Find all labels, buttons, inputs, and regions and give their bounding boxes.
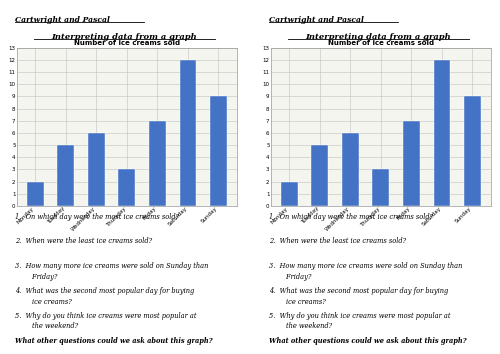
Bar	[281, 182, 297, 206]
Text: 1.  On which day were the most ice creams sold?: 1. On which day were the most ice creams…	[268, 213, 432, 221]
Bar	[210, 97, 227, 206]
Text: 4.  What was the second most popular day for buying
        ice creams?: 4. What was the second most popular day …	[14, 287, 194, 306]
Text: Cartwright and Pascal: Cartwright and Pascal	[14, 16, 110, 24]
Text: Cartwright and Pascal: Cartwright and Pascal	[268, 16, 364, 24]
Text: 1.  On which day were the most ice creams sold?: 1. On which day were the most ice creams…	[14, 213, 178, 221]
Bar	[180, 60, 196, 206]
Text: 3.  How many more ice creams were sold on Sunday than
        Friday?: 3. How many more ice creams were sold on…	[268, 262, 462, 281]
Text: 2.  When were the least ice creams sold?: 2. When were the least ice creams sold?	[268, 238, 406, 245]
Bar	[342, 133, 359, 206]
Title: Number of ice creams sold: Number of ice creams sold	[328, 40, 434, 46]
Bar	[312, 145, 328, 206]
Text: Interpreting data from a graph: Interpreting data from a graph	[52, 33, 198, 41]
Bar	[372, 170, 390, 206]
Text: 2.  When were the least ice creams sold?: 2. When were the least ice creams sold?	[14, 238, 151, 245]
Bar	[118, 170, 136, 206]
Bar	[464, 97, 481, 206]
Bar	[88, 133, 105, 206]
Text: 3.  How many more ice creams were sold on Sunday than
        Friday?: 3. How many more ice creams were sold on…	[14, 262, 208, 281]
Text: 5.  Why do you think ice creams were most popular at
        the weekend?: 5. Why do you think ice creams were most…	[14, 312, 196, 330]
Bar	[27, 182, 44, 206]
Bar	[58, 145, 74, 206]
Text: What other questions could we ask about this graph?: What other questions could we ask about …	[268, 337, 466, 345]
Bar	[149, 121, 166, 206]
Text: 4.  What was the second most popular day for buying
        ice creams?: 4. What was the second most popular day …	[268, 287, 448, 306]
Bar	[434, 60, 450, 206]
Text: 5.  Why do you think ice creams were most popular at
        the weekend?: 5. Why do you think ice creams were most…	[268, 312, 450, 330]
Text: Interpreting data from a graph: Interpreting data from a graph	[306, 33, 452, 41]
Text: What other questions could we ask about this graph?: What other questions could we ask about …	[14, 337, 212, 345]
Bar	[403, 121, 420, 206]
Title: Number of ice creams sold: Number of ice creams sold	[74, 40, 180, 46]
